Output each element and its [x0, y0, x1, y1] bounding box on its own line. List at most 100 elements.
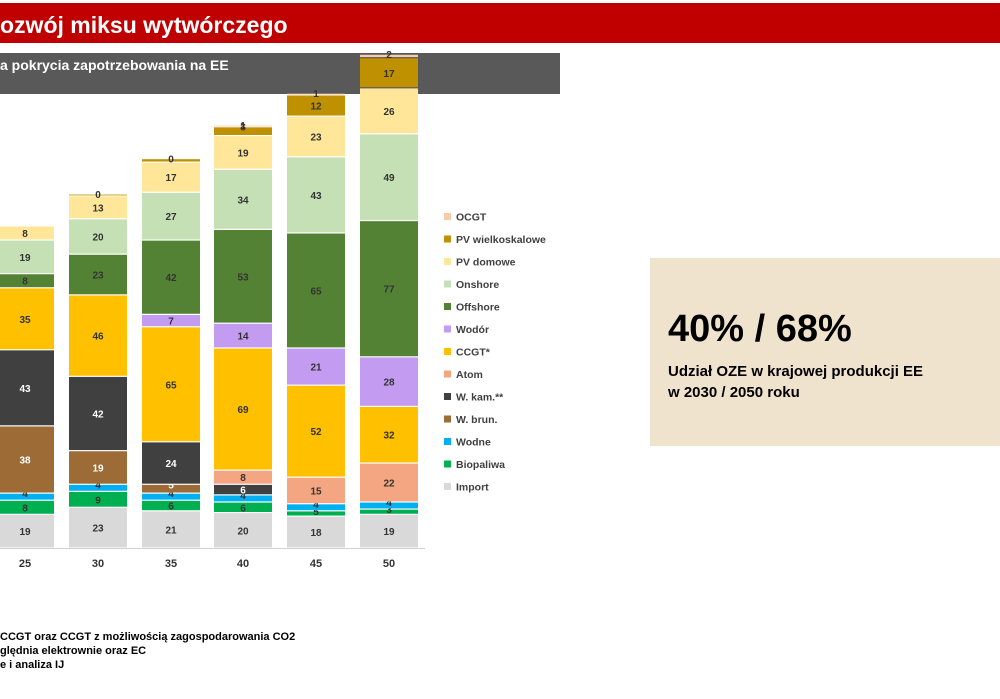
bar-segment [0, 350, 54, 426]
bar-value-label: 2 [386, 50, 392, 61]
footnote-2: ględnia elektrownie oraz EC [0, 645, 147, 657]
bar-segment [0, 493, 54, 500]
kpi-box: 40% / 68% Udział OZE w krajowej produkcj… [650, 258, 1000, 446]
bar-value-label: 34 [237, 195, 249, 206]
bar-value-label: 65 [165, 380, 177, 391]
bar-segment [360, 357, 418, 406]
bar-value-label: 19 [237, 148, 249, 159]
legend-swatch [444, 370, 451, 378]
bar-segment [69, 196, 127, 219]
bar-value-label: 53 [237, 272, 249, 283]
bar-value-label: 5 [313, 507, 319, 518]
bar-value-label: 8 [240, 473, 246, 484]
bar-segment [214, 127, 272, 135]
bar-value-label: 21 [310, 363, 322, 374]
legend-swatch [444, 258, 451, 265]
bar-segment [360, 502, 418, 509]
bar-value-label: 26 [383, 107, 395, 118]
bar-segment [69, 451, 127, 484]
bar-value-label: 8 [22, 229, 28, 240]
bar-segment [69, 491, 127, 507]
bar-segment [0, 500, 54, 514]
bar-value-label: 13 [92, 203, 104, 214]
bar-value-label: 6 [240, 503, 246, 514]
bar-value-label: 42 [165, 273, 177, 284]
legend-label: PV wielkoskalowe [456, 234, 546, 246]
bar-segment [360, 58, 418, 88]
bar-value-label: 0 [168, 155, 174, 166]
bar-value-label: 65 [310, 286, 322, 297]
bar-value-label: 4 [95, 480, 101, 491]
bar-value-label: 21 [165, 525, 177, 536]
bar-value-label: 49 [383, 173, 395, 184]
legend-swatch [444, 325, 451, 333]
kpi-value: 40% / 68% [668, 308, 852, 350]
bar-value-label: 23 [92, 524, 104, 535]
bar-value-label: 3 [386, 505, 392, 516]
bar-segment [142, 511, 200, 548]
bar-value-label: 1 [240, 121, 246, 132]
bar-segment [214, 230, 272, 323]
bar-value-label: 15 [310, 486, 322, 497]
legend-label: OCGT [456, 212, 487, 224]
legend-swatch [444, 235, 451, 243]
legend-swatch [444, 280, 451, 288]
chart-title: a pokrycia zapotrzebowania na EE [0, 57, 229, 73]
bar-value-label: 14 [237, 332, 249, 343]
bar-value-label: 19 [19, 527, 31, 538]
legend-swatch [444, 438, 451, 445]
legend-swatch [444, 348, 451, 355]
bar-value-label: 38 [19, 456, 31, 467]
bar-segment [214, 502, 272, 512]
bar-segment [69, 219, 127, 254]
legend-swatch [444, 483, 451, 490]
bar-value-label: 4 [240, 491, 246, 502]
bar-segment [287, 157, 345, 233]
bar-value-label: 19 [383, 527, 395, 538]
bar-segment [360, 54, 418, 58]
bar-value-label: 35 [19, 315, 31, 326]
legend-label: Atom [456, 369, 483, 381]
bar-segment [142, 327, 200, 442]
legend-label: Onshore [456, 279, 499, 291]
bar-segment [287, 511, 345, 516]
bar-value-label: 1 [313, 89, 319, 100]
bar-segment [360, 407, 418, 463]
legend-swatch [444, 393, 451, 400]
bar-segment [360, 509, 418, 514]
bar-value-label: 4 [168, 489, 174, 500]
bar-segment [142, 159, 200, 162]
page-title: ozwój miksu wytwórczego [0, 12, 288, 38]
bar-segment [142, 500, 200, 511]
bar-value-label: 4 [22, 489, 28, 500]
bar-value-label: 8 [22, 277, 28, 288]
bar-value-label: 20 [237, 526, 249, 537]
bar-segment [287, 233, 345, 348]
bar-value-label: 42 [92, 409, 104, 420]
legend-label: Biopaliwa [456, 459, 505, 471]
bar-segment [214, 136, 272, 169]
bar-segment [0, 288, 54, 350]
legend-swatch [444, 303, 451, 310]
bar-segment [69, 295, 127, 376]
bar-segment [142, 442, 200, 484]
bar-segment [360, 514, 418, 548]
bar-segment [0, 426, 54, 493]
bar-segment [287, 348, 345, 385]
bar-segment [214, 470, 272, 484]
x-tick-label: 50 [383, 558, 395, 570]
bar-segment [287, 95, 345, 116]
bar-segment [360, 463, 418, 502]
bar-segment [287, 385, 345, 477]
footnote-3: e i analiza IJ [0, 659, 65, 671]
x-tick-label: 30 [92, 558, 104, 570]
bar-segment [142, 192, 200, 240]
bar-value-label: 17 [165, 173, 177, 184]
bar-segment [214, 495, 272, 502]
bar-value-label: 69 [237, 405, 249, 416]
bar-segment [360, 134, 418, 220]
bar-value-label: 12 [310, 102, 322, 113]
bar-value-label: 9 [95, 495, 101, 506]
bar-value-label: 7 [168, 317, 174, 328]
bar-segment [287, 477, 345, 504]
